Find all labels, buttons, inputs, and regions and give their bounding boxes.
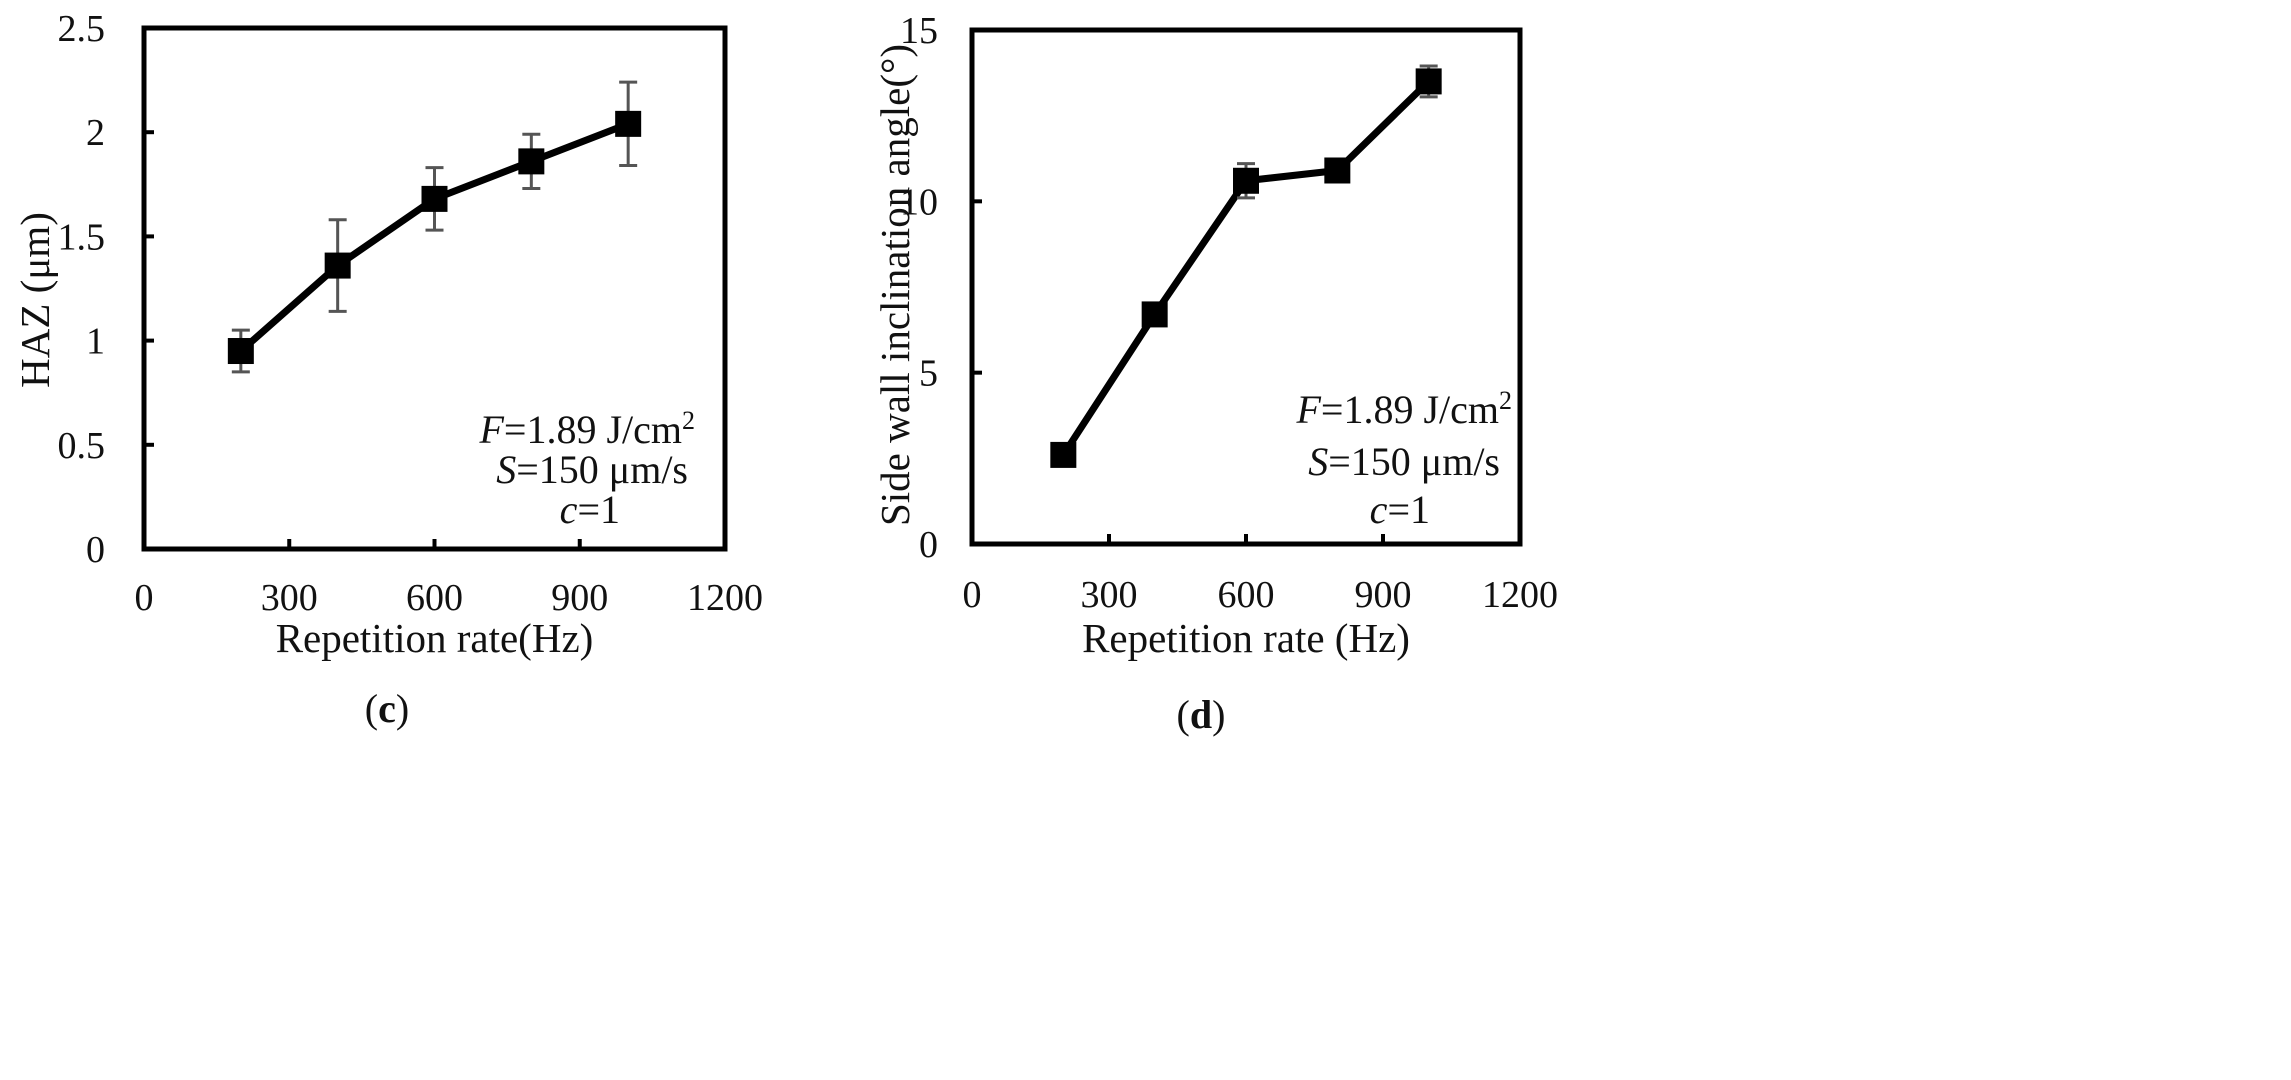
annotation-symbol: S (1308, 439, 1328, 484)
x-tick-label: 900 (551, 577, 608, 619)
data-point-marker (1324, 157, 1351, 184)
annotation-symbol: F (1295, 387, 1321, 432)
panel-label: (d) (1177, 692, 1226, 737)
annotation-symbol: c (560, 487, 578, 532)
y-tick-label: 5 (919, 353, 938, 395)
y-tick-label: 1.5 (58, 216, 106, 258)
x-tick-label: 1200 (1482, 574, 1558, 616)
annotation-value: =1 (1387, 487, 1430, 532)
annotation-symbol: F (478, 407, 504, 452)
panel-label-letter: c (378, 686, 396, 731)
panel-label: (c) (365, 686, 409, 731)
x-tick-label: 0 (963, 574, 982, 616)
y-axis-title: Side wall inclination angle(°) (872, 44, 918, 526)
annotation-value: =1.89 J/cm (504, 407, 682, 452)
annotation-superscript: 2 (1499, 386, 1512, 415)
y-tick-label: 2.5 (58, 8, 106, 50)
annotation-line: F=1.89 J/cm2 (1295, 386, 1512, 432)
chart-panel-c: 0 300 600 900 1200 0 0.5 1 1.5 2 2.5 Repetition rat… (12, 8, 763, 731)
annotation-value: =150 μm/s (1328, 439, 1500, 484)
y-tick-label: 0 (919, 524, 938, 566)
x-tick-label: 0 (135, 577, 154, 619)
panel-label-close: ) (1212, 692, 1225, 737)
annotation-line: S=150 μm/s (496, 447, 688, 492)
data-point-marker (324, 252, 351, 279)
annotation-value: =150 μm/s (516, 447, 688, 492)
y-tick-label: 0.5 (58, 425, 106, 467)
y-axis-title: HAZ (μm) (12, 212, 58, 388)
x-tick-label: 900 (1355, 574, 1412, 616)
annotation-line: F=1.89 J/cm2 (478, 406, 695, 452)
annotation-value: =1 (577, 487, 620, 532)
annotation-line: c=1 (1370, 487, 1430, 532)
annotation-symbol: c (1370, 487, 1388, 532)
x-tick-label: 600 (406, 577, 463, 619)
x-axis-title: Repetition rate(Hz) (276, 615, 594, 661)
chart-panel-d: 0 300 600 900 1200 0 5 10 15 Repetition rate (Hz)… (872, 10, 1558, 737)
data-point-marker (421, 185, 448, 212)
annotation-line: c=1 (560, 487, 620, 532)
data-point-marker (615, 110, 642, 137)
series-line (238, 120, 630, 354)
y-tick-label: 15 (900, 10, 938, 52)
x-axis-title: Repetition rate (Hz) (1082, 615, 1410, 661)
x-tick-label: 300 (1081, 574, 1138, 616)
x-tick-label: 1200 (687, 577, 763, 619)
data-point-marker (1050, 441, 1077, 468)
data-point-marker (1233, 167, 1259, 194)
annotation-line: S=150 μm/s (1308, 439, 1500, 484)
panel-label-letter: d (1190, 692, 1212, 737)
y-tick-label: 0 (86, 529, 105, 571)
panel-label-open: ( (365, 686, 378, 731)
data-point-marker (1141, 301, 1168, 328)
panel-label-open: ( (1177, 692, 1190, 737)
y-tick-label: 1 (86, 321, 105, 363)
y-tick-label: 2 (86, 112, 105, 154)
annotation-symbol: S (496, 447, 516, 492)
x-tick-label: 300 (261, 577, 318, 619)
x-tick-label: 600 (1218, 574, 1275, 616)
y-tick-label: 10 (900, 181, 938, 223)
panel-label-close: ) (396, 686, 409, 731)
annotation-value: =1.89 J/cm (1321, 387, 1499, 432)
data-point-marker (1415, 68, 1442, 95)
data-point-marker (227, 338, 254, 365)
data-point-marker (518, 148, 545, 175)
annotation-superscript: 2 (682, 406, 695, 435)
